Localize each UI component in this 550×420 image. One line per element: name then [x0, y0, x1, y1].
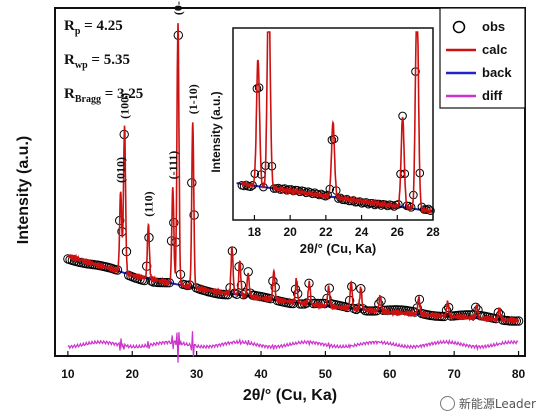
peak-label: (110) [141, 191, 155, 216]
obs-point [351, 304, 361, 315]
x-tick-label: 20 [283, 225, 297, 239]
x-tick-label: 28 [426, 225, 440, 239]
peak-label: (010) [114, 157, 128, 183]
legend: obs calc back diff [439, 7, 526, 109]
legend-obs-label: obs [482, 19, 505, 34]
legend-calc-label: calc [482, 42, 507, 57]
x-tick-label: 30 [190, 367, 204, 381]
x-tick-label: 60 [383, 367, 397, 381]
x-tick-label: 10 [61, 367, 75, 381]
y-axis-label: Intensity (a.u.) [15, 136, 32, 244]
background-curve [67, 255, 518, 322]
calc-line [241, 31, 432, 215]
x-tick-label: 22 [319, 225, 333, 239]
stat-rwp: Rwp = 5.35 [64, 52, 130, 71]
peak-label: (100) [118, 93, 132, 119]
stat-rbragg: RBragg = 3.25 [64, 86, 143, 105]
calculated-curve [67, 23, 520, 324]
x-tick-label: 18 [248, 225, 262, 239]
legend-diff-label: diff [482, 88, 503, 103]
peak-label: (-111) [166, 151, 180, 180]
obs-point [238, 290, 249, 300]
x-axis-ticks: 10 20 30 40 50 60 70 80 [61, 351, 526, 381]
background-line [67, 255, 518, 322]
x-tick-label: 40 [254, 367, 268, 381]
x-tick-label: 70 [447, 367, 461, 381]
difference-curve [67, 331, 519, 363]
legend-back-label: back [482, 65, 512, 80]
peak-label: (1-10) [186, 84, 200, 114]
inset-x-axis-ticks: 18 20 22 24 26 28 [248, 215, 440, 239]
diff-line [67, 331, 519, 363]
calc-line [67, 23, 520, 324]
wechat-icon [439, 396, 455, 411]
x-tick-label: 50 [319, 367, 333, 381]
x-tick-label: 24 [355, 225, 369, 239]
x-tick-label: 26 [391, 225, 405, 239]
main-plot-frame [54, 7, 526, 357]
inset-y-axis-label: Intensity (a.u.) [209, 91, 223, 172]
x-tick-label: 20 [126, 367, 140, 381]
refinement-stats: Rp = 4.25 Rwp = 5.35 RBragg = 3.25 [64, 18, 143, 105]
legend-obs-marker [452, 20, 466, 34]
inset-calculated-curve [241, 31, 432, 215]
inset-frame [232, 27, 434, 221]
watermark-text: 新能源Leader [458, 397, 536, 411]
obs-point [139, 275, 150, 286]
watermark: 新能源Leader [439, 395, 536, 412]
x-axis-label: 2θ/° (Cu, Ka) [243, 387, 337, 404]
x-tick-label: 80 [512, 367, 526, 381]
inset-x-axis-label: 2θ/° (Cu, Ka) [300, 241, 377, 256]
stat-rp: Rp = 4.25 [64, 18, 123, 37]
peak-labels: (010) (100) (110) (-111) (0-11) (1-10) [114, 0, 200, 217]
peak-label: (0-11) [171, 0, 185, 15]
